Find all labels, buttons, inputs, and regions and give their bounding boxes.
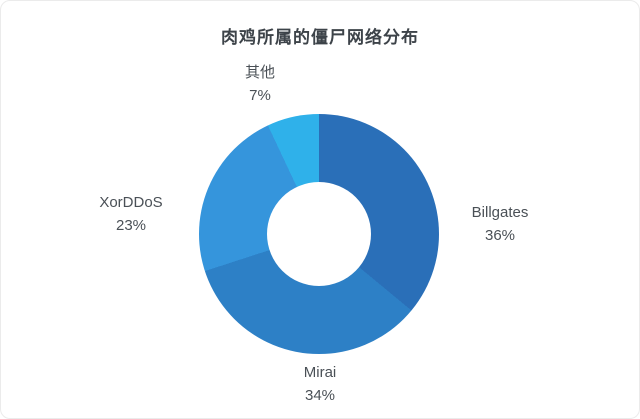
- slice-name: 其他: [244, 64, 276, 81]
- slice-label-xorddos: XorDDoS 23%: [99, 191, 162, 237]
- chart-title: 肉鸡所属的僵尸网络分布: [221, 28, 419, 47]
- slice-name: Billgates: [471, 204, 529, 221]
- slice-name: Mirai: [303, 364, 337, 381]
- slice-name: XorDDoS: [99, 194, 163, 211]
- donut-hole: [267, 182, 371, 286]
- slice-percent: 23%: [115, 217, 147, 234]
- slice-percent: 34%: [304, 387, 336, 404]
- slice-percent: 36%: [484, 227, 516, 244]
- slice-label-other: 其他 7%: [245, 61, 275, 107]
- slice-label-mirai: Mirai 34%: [304, 361, 337, 407]
- slice-label-billgates: Billgates 36%: [472, 201, 529, 247]
- slice-percent: 7%: [249, 87, 271, 104]
